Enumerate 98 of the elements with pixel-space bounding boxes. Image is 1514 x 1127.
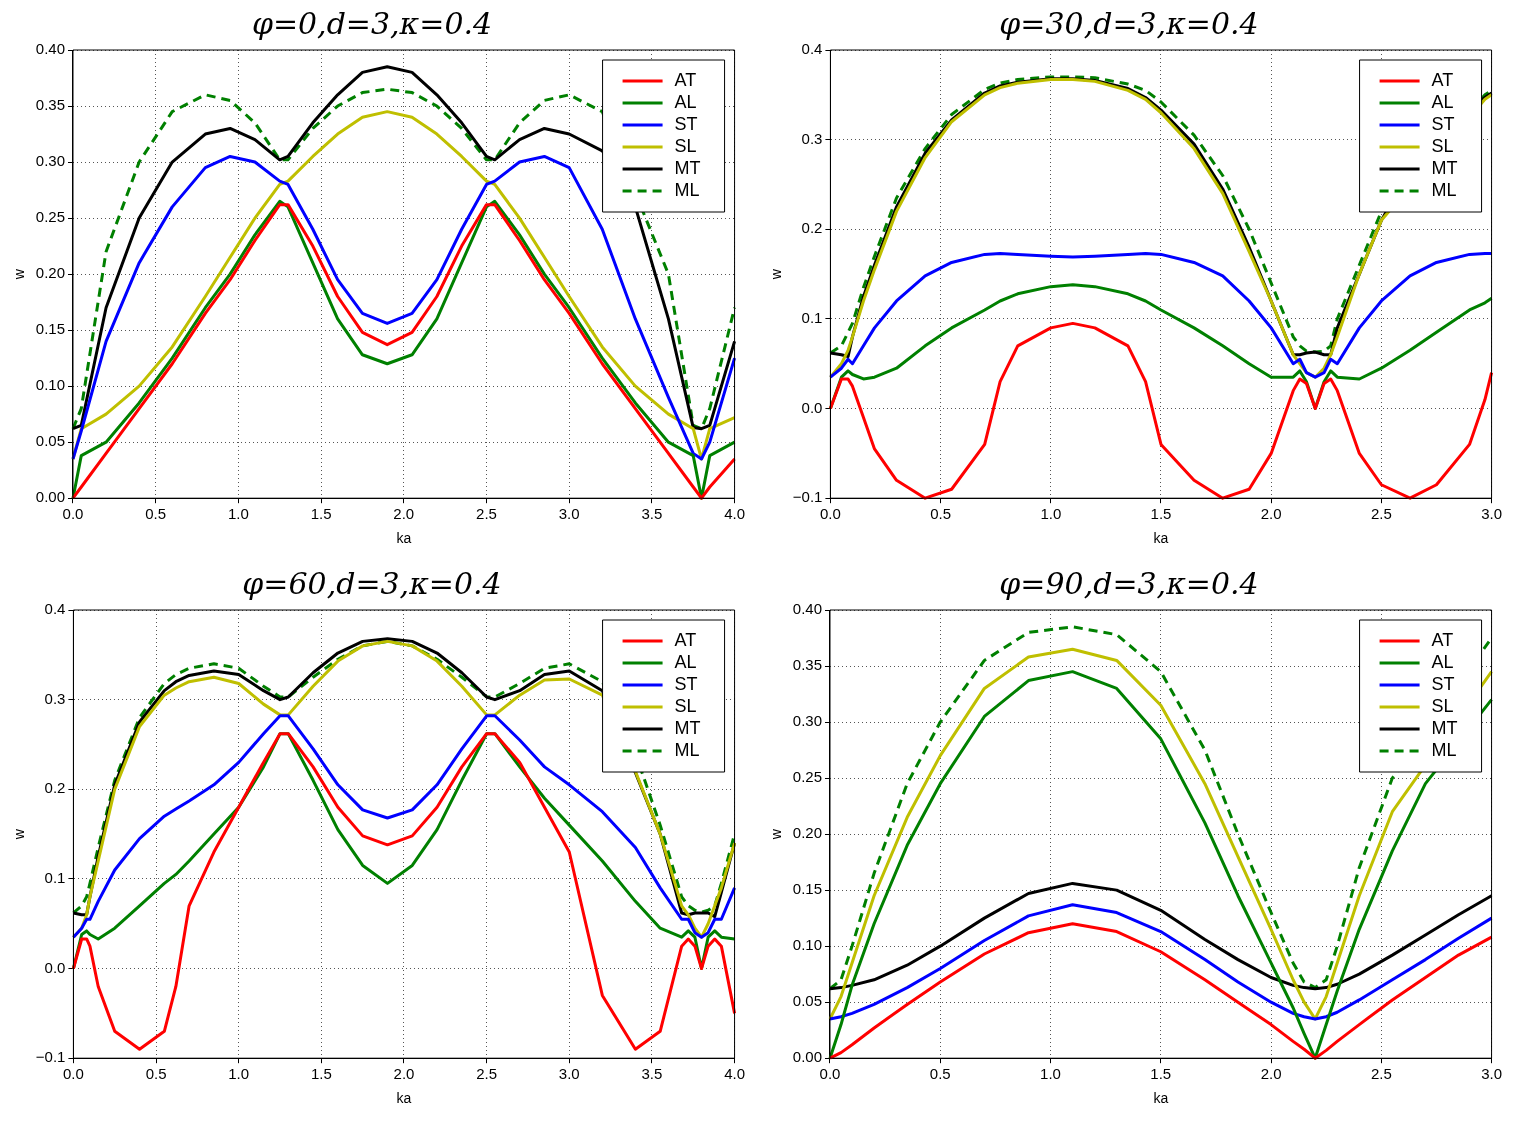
y-tick-label: 0.05 [35, 432, 65, 450]
x-tick-label: 1.5 [1150, 505, 1172, 523]
y-tick-label: 0.0 [44, 958, 66, 976]
y-tick-label: 0.20 [35, 264, 65, 282]
legend-label: AT [1431, 629, 1454, 650]
x-tick-label: 0.5 [145, 1065, 167, 1083]
x-tick-label: 4.0 [724, 505, 745, 523]
chart-title: φ=60,d=3,κ=0.4 [242, 565, 502, 601]
y-tick-label: 0.2 [44, 779, 66, 797]
x-axis-title: ka [1153, 1090, 1169, 1107]
x-tick-label: 3.5 [641, 505, 663, 523]
y-tick-label: 0.10 [35, 376, 65, 394]
legend-label: ST [674, 673, 698, 694]
y-tick-label: 0.00 [35, 488, 65, 506]
y-tick-label: 0.20 [792, 824, 822, 842]
legend-label: ML [674, 739, 700, 760]
x-tick-label: 0.0 [62, 1065, 84, 1083]
x-tick-label: 3.5 [641, 1065, 663, 1083]
y-tick-label: 0.3 [801, 129, 823, 147]
chart-title: φ=30,d=3,κ=0.4 [999, 5, 1259, 41]
x-tick-label: 2.0 [393, 505, 415, 523]
legend-label: SL [1431, 695, 1454, 716]
x-axis-title: ka [396, 1090, 412, 1107]
x-tick-label: 3.0 [1481, 505, 1502, 523]
y-tick-label: 0.40 [35, 40, 65, 58]
x-tick-label: 2.0 [393, 1065, 415, 1083]
y-tick-label: 0.00 [792, 1048, 822, 1066]
x-tick-label: 0.5 [929, 1065, 951, 1083]
y-tick-label: 0.35 [792, 656, 822, 674]
y-axis-title: w [768, 268, 785, 281]
x-axis-title: ka [1153, 530, 1169, 547]
y-tick-label: 0.0 [801, 398, 823, 416]
x-tick-label: 3.0 [558, 1065, 580, 1083]
legend-label: ST [674, 113, 698, 134]
x-tick-label: 0.0 [819, 505, 841, 523]
y-tick-label: 0.30 [792, 712, 822, 730]
y-tick-label: 0.10 [792, 936, 822, 954]
x-tick-label: 1.5 [310, 1065, 332, 1083]
legend-label: SL [674, 135, 697, 156]
y-axis-title: w [11, 268, 28, 281]
x-tick-label: 3.0 [1481, 1065, 1502, 1083]
x-tick-label: 1.5 [310, 505, 332, 523]
y-tick-label: −0.1 [792, 488, 823, 506]
legend-label: ST [1431, 113, 1455, 134]
x-tick-label: 0.5 [145, 505, 167, 523]
y-tick-label: 0.30 [35, 152, 65, 170]
legend-label: SL [1431, 135, 1454, 156]
y-tick-label: 0.35 [35, 96, 65, 114]
legend-label: AL [1431, 651, 1454, 672]
legend-label: MT [1431, 157, 1458, 178]
x-tick-label: 1.0 [227, 505, 249, 523]
y-tick-label: 0.2 [801, 219, 823, 237]
x-tick-label: 2.5 [1370, 505, 1392, 523]
legend-label: AL [1431, 91, 1454, 112]
legend-label: AL [674, 651, 697, 672]
y-tick-label: 0.15 [35, 320, 65, 338]
x-tick-label: 4.0 [724, 1065, 745, 1083]
x-tick-label: 2.5 [1370, 1065, 1392, 1083]
x-tick-label: 2.5 [476, 1065, 498, 1083]
x-tick-label: 0.0 [62, 505, 84, 523]
legend-label: AT [1431, 69, 1454, 90]
y-axis-title: w [768, 828, 785, 841]
y-axis-title: w [11, 828, 28, 841]
legend-label: ML [1431, 739, 1457, 760]
x-tick-label: 2.0 [1260, 505, 1282, 523]
y-tick-label: 0.05 [792, 992, 822, 1010]
legend-label: AT [674, 629, 697, 650]
legend-label: MT [674, 157, 701, 178]
x-tick-label: 1.0 [1040, 505, 1062, 523]
legend-label: AT [674, 69, 697, 90]
y-tick-label: 0.15 [792, 880, 822, 898]
x-tick-label: 0.0 [819, 1065, 841, 1083]
y-tick-label: 0.1 [801, 309, 823, 327]
y-tick-label: 0.25 [792, 768, 822, 786]
y-tick-label: 0.40 [792, 600, 822, 618]
x-tick-label: 0.5 [930, 505, 952, 523]
chart-title: φ=0,d=3,κ=0.4 [251, 5, 493, 41]
x-tick-label: 2.5 [476, 505, 497, 523]
x-tick-label: 1.5 [1150, 1065, 1172, 1083]
legend-label: AL [674, 91, 697, 112]
chart-title: φ=90,d=3,κ=0.4 [999, 565, 1259, 601]
legend-label: SL [674, 695, 697, 716]
y-tick-label: 0.1 [44, 869, 66, 887]
y-tick-label: 0.25 [35, 208, 65, 226]
legend-label: ML [1431, 179, 1457, 200]
legend-label: MT [674, 717, 701, 738]
y-tick-label: 0.4 [44, 600, 66, 618]
x-tick-label: 1.0 [1040, 1065, 1061, 1083]
legend-label: ST [1431, 673, 1455, 694]
y-tick-label: 0.3 [44, 689, 66, 707]
x-tick-label: 3.0 [558, 505, 580, 523]
x-tick-label: 1.0 [228, 1065, 250, 1083]
legend-label: MT [1431, 717, 1458, 738]
x-tick-label: 2.0 [1260, 1065, 1282, 1083]
y-tick-label: 0.4 [801, 40, 823, 58]
legend-label: ML [674, 179, 700, 200]
y-tick-label: −0.1 [35, 1048, 66, 1066]
x-axis-title: ka [396, 530, 412, 547]
